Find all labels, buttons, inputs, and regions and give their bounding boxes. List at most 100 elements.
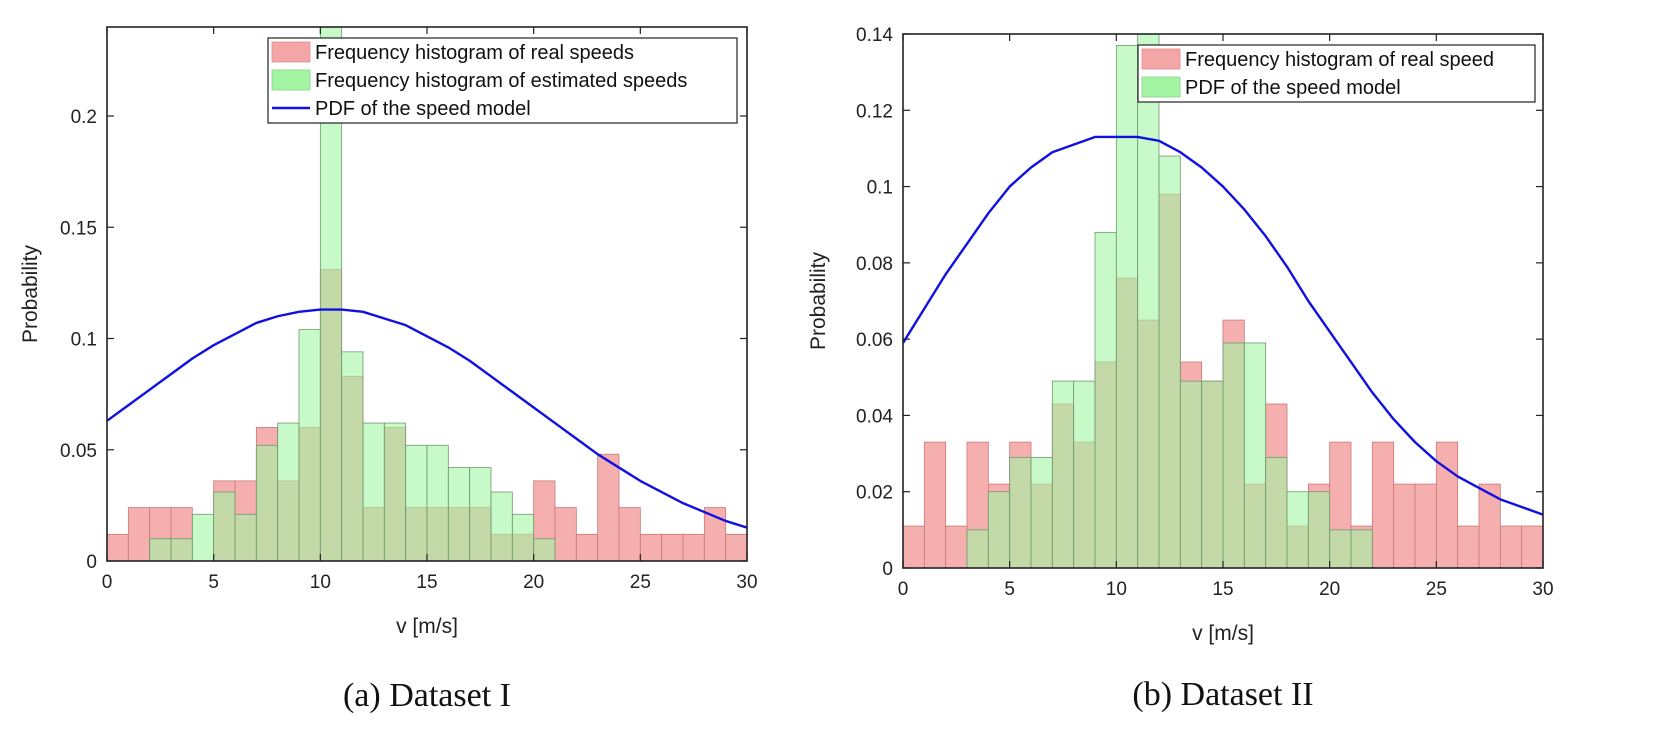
histogram-bars-layer bbox=[903, 34, 1543, 568]
axes-layer: 0 5 10 15 20 25 30 0 0.05 0.1 0.15 0.2 bbox=[60, 26, 758, 593]
hist-bar-series-1-bin-18 bbox=[1286, 491, 1309, 568]
x-tick-label-6: 30 bbox=[736, 572, 757, 593]
y-tick-label-4: 0.08 bbox=[856, 254, 893, 275]
pdf-line bbox=[107, 308, 747, 529]
y-tick-label-6: 0.12 bbox=[856, 101, 893, 122]
y-axis-label: Probability bbox=[19, 244, 42, 343]
hist-bar-series-1-bin-18 bbox=[490, 491, 513, 561]
legend-entry-1: Frequency histogram of estimated speeds bbox=[315, 70, 687, 92]
hist-bar-series-1-bin-3 bbox=[966, 529, 989, 568]
x-tick-label-5: 25 bbox=[630, 572, 651, 593]
y-tick-label-2: 0.1 bbox=[71, 330, 97, 351]
legend-box bbox=[267, 37, 738, 124]
hist-bar-series-1-bin-12 bbox=[362, 422, 385, 561]
hist-bar-series-0-bin-26 bbox=[1457, 525, 1480, 568]
pdf-line-layer bbox=[107, 308, 747, 529]
legend-box bbox=[1137, 44, 1536, 103]
hist-bar-series-0-bin-29 bbox=[1521, 525, 1543, 568]
hist-bar-series-0-bin-22 bbox=[575, 533, 599, 561]
hist-bar-series-1-bin-7 bbox=[1051, 380, 1075, 568]
hist-bar-series-1-bin-6 bbox=[234, 513, 257, 561]
y-tick-label-7: 0.14 bbox=[856, 25, 893, 46]
hist-bar-series-1-bin-5 bbox=[213, 491, 236, 561]
hist-bar-series-1-bin-17 bbox=[1265, 456, 1288, 568]
hist-bar-series-0-bin-23 bbox=[597, 453, 620, 561]
hist-bar-series-0-bin-25 bbox=[639, 533, 663, 561]
y-tick-label-1: 0.05 bbox=[60, 441, 97, 462]
y-tick-label-0: 0 bbox=[86, 552, 97, 573]
axes-layer: 0 5 10 15 20 25 30 0 0.02 0.04 0.06 0.08 0.1 0.12 0.14 bbox=[856, 25, 1554, 600]
histogram-bars-layer bbox=[107, 27, 747, 561]
chart-panel-dataset-i: 0 5 10 15 20 25 30 0 0.05 0.1 0.15 0.2 Frequency hi… bbox=[19, 26, 758, 714]
hist-bar-series-1-bin-10 bbox=[1115, 45, 1139, 568]
hist-bar-series-0-bin-27 bbox=[682, 533, 705, 561]
hist-bar-series-1-bin-9 bbox=[298, 329, 321, 561]
hist-bar-series-1-bin-5 bbox=[1009, 456, 1032, 568]
hist-bar-series-1-bin-16 bbox=[447, 467, 471, 561]
hist-bar-series-1-bin-2 bbox=[149, 538, 172, 561]
x-tick-label-4: 20 bbox=[523, 572, 544, 593]
hist-bar-series-1-bin-11 bbox=[341, 351, 364, 561]
x-tick-label-6: 30 bbox=[1532, 579, 1553, 600]
hist-bar-series-1-bin-20 bbox=[533, 538, 556, 561]
hist-bar-series-1-bin-7 bbox=[255, 444, 279, 561]
hist-bar-series-0-bin-26 bbox=[661, 533, 684, 561]
hist-bar-series-0-bin-23 bbox=[1393, 483, 1416, 568]
hist-bar-series-0-bin-0 bbox=[903, 525, 925, 568]
hist-bar-series-1-bin-20 bbox=[1329, 529, 1352, 568]
hist-bar-series-1-bin-14 bbox=[405, 444, 428, 561]
hist-bar-series-0-bin-28 bbox=[1499, 525, 1523, 568]
legend-entry-0: Frequency histogram of real speed bbox=[1185, 49, 1494, 71]
y-axis-label: Probability bbox=[807, 251, 830, 350]
x-tick-label-1: 5 bbox=[208, 572, 219, 593]
hist-bar-series-1-bin-3 bbox=[170, 538, 193, 561]
x-tick-label-1: 5 bbox=[1004, 579, 1015, 600]
x-axis-label: v [m/s] bbox=[396, 615, 458, 638]
hist-bar-series-0-bin-22 bbox=[1371, 441, 1395, 568]
legend-entry-1: PDF of the speed model bbox=[1185, 77, 1401, 99]
y-tick-label-3: 0.06 bbox=[856, 330, 893, 351]
x-tick-label-2: 10 bbox=[310, 572, 331, 593]
hist-bar-series-1-bin-19 bbox=[1307, 491, 1331, 568]
legend: Frequency histogram of real speed PDF of … bbox=[1137, 44, 1536, 103]
caption: (b) Dataset II bbox=[1132, 676, 1313, 713]
hist-bar-series-0-bin-2 bbox=[945, 525, 968, 568]
hist-bar-series-0-bin-21 bbox=[554, 507, 577, 561]
hist-bar-series-1-bin-10 bbox=[319, 27, 343, 561]
legend-entry-2: PDF of the speed model bbox=[315, 98, 531, 120]
y-tick-label-2: 0.04 bbox=[856, 406, 893, 427]
x-tick-label-0: 0 bbox=[898, 579, 909, 600]
chart-panel-dataset-ii: 0 5 10 15 20 25 30 0 0.02 0.04 0.06 0.08 0.1 0.12 0.14… bbox=[807, 25, 1554, 713]
hist-bar-series-1-bin-13 bbox=[383, 422, 407, 561]
y-tick-label-4: 0.2 bbox=[71, 107, 97, 128]
x-tick-label-2: 10 bbox=[1106, 579, 1127, 600]
y-tick-label-0: 0 bbox=[882, 559, 893, 580]
legend-entry-0: Frequency histogram of real speeds bbox=[315, 42, 634, 64]
hist-bar-series-1-bin-4 bbox=[987, 491, 1011, 568]
hist-bar-series-1-bin-14 bbox=[1201, 380, 1224, 568]
y-tick-label-1: 0.02 bbox=[856, 483, 893, 504]
pdf-line bbox=[903, 135, 1543, 516]
hist-bar-series-0-bin-1 bbox=[923, 441, 947, 568]
x-axis-label: v [m/s] bbox=[1192, 622, 1254, 645]
pdf-line-layer bbox=[903, 135, 1543, 516]
hist-bar-series-1-bin-12 bbox=[1158, 155, 1181, 568]
hist-bar-series-1-bin-21 bbox=[1350, 529, 1373, 568]
hist-bar-series-1-bin-17 bbox=[469, 467, 492, 561]
hist-bar-series-1-bin-8 bbox=[277, 422, 300, 561]
hist-bar-series-1-bin-15 bbox=[1222, 342, 1245, 568]
hist-bar-series-0-bin-24 bbox=[618, 507, 641, 561]
x-tick-label-0: 0 bbox=[102, 572, 113, 593]
hist-bar-series-1-bin-6 bbox=[1030, 456, 1053, 568]
hist-bar-series-1-bin-15 bbox=[426, 444, 449, 561]
legend: Frequency histogram of real speeds Freque… bbox=[267, 37, 738, 124]
x-tick-label-5: 25 bbox=[1426, 579, 1447, 600]
hist-bar-series-0-bin-1 bbox=[127, 507, 151, 561]
hist-bar-series-0-bin-29 bbox=[725, 533, 747, 561]
hist-bar-series-1-bin-8 bbox=[1073, 380, 1096, 568]
y-tick-label-3: 0.15 bbox=[60, 218, 97, 239]
caption: (a) Dataset I bbox=[343, 677, 511, 714]
x-tick-label-4: 20 bbox=[1319, 579, 1340, 600]
hist-bar-series-1-bin-9 bbox=[1094, 231, 1117, 568]
